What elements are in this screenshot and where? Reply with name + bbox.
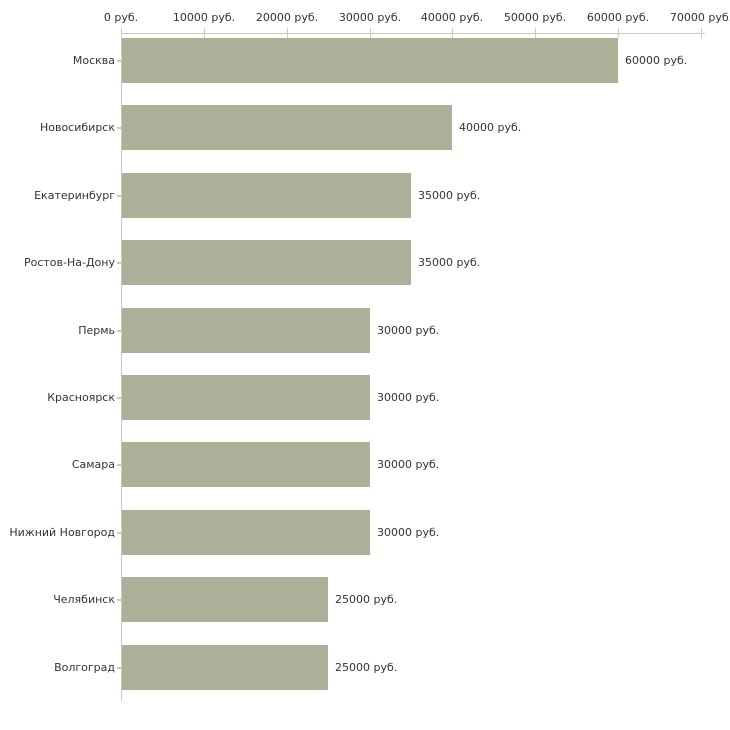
value-label: 40000 руб. [459, 121, 522, 134]
x-tick-mark [121, 28, 122, 38]
x-tick-mark [287, 28, 288, 38]
x-tick-mark [618, 28, 619, 38]
category-label: Красноярск [47, 391, 115, 404]
category-label: Новосибирск [39, 121, 115, 134]
bar [122, 105, 452, 150]
y-tick-mark [117, 60, 121, 62]
y-tick-mark [117, 195, 121, 197]
bar [122, 308, 370, 353]
x-tick-label: 60000 руб. [586, 11, 650, 24]
bar [122, 510, 370, 555]
y-tick-mark [117, 532, 121, 534]
x-axis-line [121, 33, 705, 34]
x-tick-label: 40000 руб. [420, 11, 484, 24]
x-tick-mark [370, 28, 371, 38]
bar [122, 577, 328, 622]
y-tick-mark [117, 667, 121, 669]
category-label: Нижний Новгород [9, 526, 115, 539]
value-label: 30000 руб. [377, 324, 440, 337]
value-label: 30000 руб. [377, 391, 440, 404]
x-tick-label: 70000 руб. [669, 11, 730, 24]
x-tick-label: 30000 руб. [338, 11, 402, 24]
value-label: 35000 руб. [418, 256, 481, 269]
x-tick-mark [452, 28, 453, 38]
category-label: Екатеринбург [34, 189, 115, 202]
category-label: Самара [71, 458, 115, 471]
category-label: Москва [72, 54, 115, 67]
category-label: Волгоград [54, 661, 115, 674]
value-label: 30000 руб. [377, 526, 440, 539]
x-tick-mark [701, 28, 702, 38]
x-tick-mark [535, 28, 536, 38]
category-label: Ростов-На-Дону [23, 256, 115, 269]
category-label: Челябинск [53, 593, 115, 606]
value-label: 60000 руб. [625, 54, 688, 67]
bar [122, 38, 618, 83]
y-tick-mark [117, 464, 121, 466]
y-tick-mark [117, 127, 121, 129]
y-axis-line [121, 33, 122, 701]
x-tick-label: 0 руб. [103, 11, 139, 24]
bar [122, 375, 370, 420]
bar [122, 240, 411, 285]
value-label: 35000 руб. [418, 189, 481, 202]
category-label: Пермь [78, 324, 115, 337]
y-tick-mark [117, 397, 121, 399]
value-label: 25000 руб. [335, 661, 398, 674]
x-tick-label: 10000 руб. [172, 11, 236, 24]
x-tick-mark [204, 28, 205, 38]
x-tick-label: 50000 руб. [503, 11, 567, 24]
bar [122, 173, 411, 218]
y-tick-mark [117, 330, 121, 332]
y-tick-mark [117, 262, 121, 264]
x-tick-label: 20000 руб. [255, 11, 319, 24]
value-label: 25000 руб. [335, 593, 398, 606]
value-label: 30000 руб. [377, 458, 440, 471]
bar [122, 442, 370, 487]
y-tick-mark [117, 599, 121, 601]
bar [122, 645, 328, 690]
